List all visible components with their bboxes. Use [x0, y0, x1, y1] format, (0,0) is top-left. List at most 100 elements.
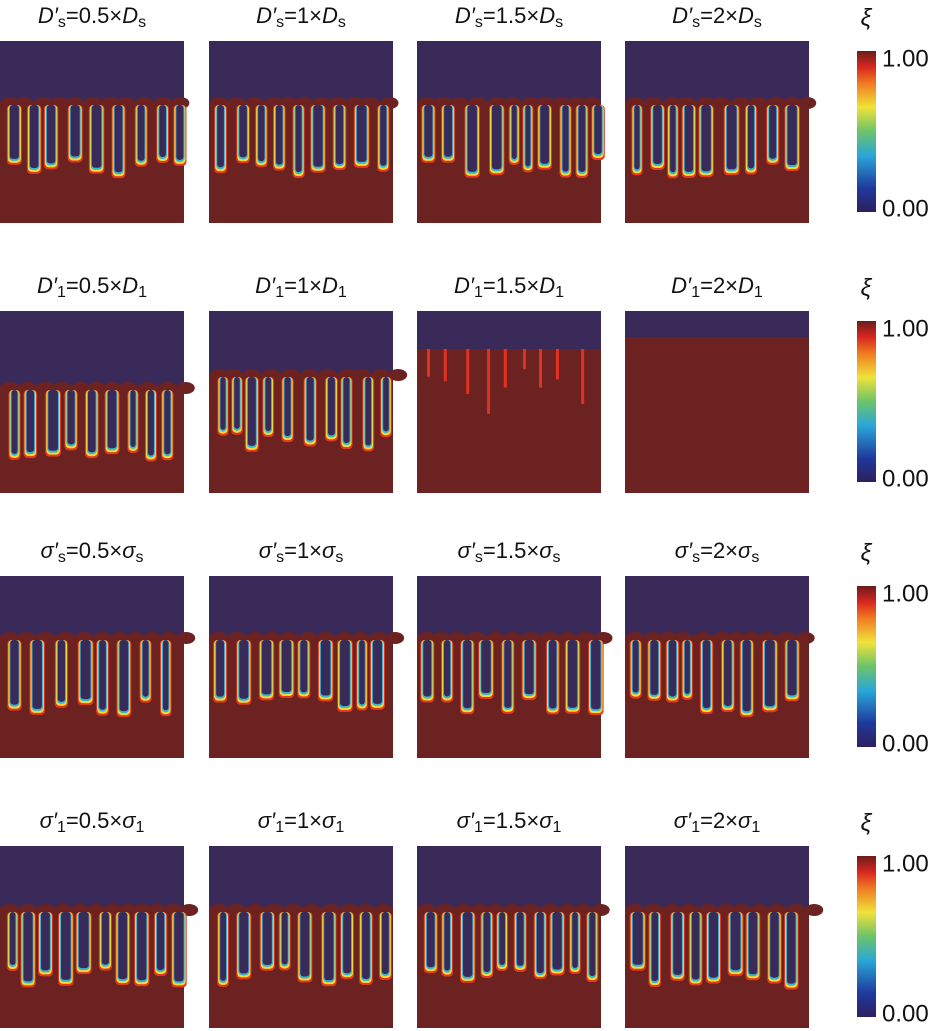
- simulation-panel: [209, 311, 408, 493]
- colorbar-label: ξ: [861, 809, 873, 836]
- liquid-phase: [0, 311, 184, 386]
- thin-finger: [555, 349, 559, 380]
- title-segment: σ: [322, 808, 336, 833]
- title-segment: =1×: [284, 808, 322, 833]
- title-segment: σ′: [40, 808, 58, 833]
- title-segment: s: [135, 549, 143, 566]
- title-segment: 1: [474, 819, 483, 836]
- liquid-phase: [0, 41, 184, 101]
- gap: [684, 640, 690, 694]
- gap: [324, 912, 334, 981]
- thin-finger: [522, 349, 526, 370]
- colorbar-label: ξ: [861, 539, 873, 566]
- gap: [9, 912, 16, 966]
- title-segment: =0.5×: [66, 808, 122, 833]
- title-segment: σ: [539, 808, 553, 833]
- gap: [57, 640, 66, 702]
- simulation-panel: [0, 311, 195, 493]
- gap: [61, 912, 71, 980]
- title-segment: s: [751, 549, 759, 566]
- colorbar-tick-label: 0.00: [882, 1000, 929, 1027]
- gap: [265, 377, 272, 432]
- gap: [313, 105, 323, 167]
- finger-tip: [805, 904, 824, 916]
- title-segment: σ′: [258, 808, 276, 833]
- gap: [632, 640, 639, 693]
- gap: [463, 640, 472, 709]
- liquid-phase: [625, 846, 809, 908]
- gap: [284, 377, 291, 437]
- gap: [147, 390, 154, 456]
- title-segment: σ: [738, 538, 752, 563]
- title-segment: s: [58, 14, 66, 31]
- gap: [673, 912, 682, 975]
- title-segment: s: [475, 549, 483, 566]
- liquid-phase: [625, 311, 809, 337]
- gap: [463, 912, 473, 977]
- gap: [335, 105, 344, 165]
- title-segment: σ: [738, 808, 752, 833]
- colorbar-tick-label: 0.00: [882, 465, 929, 492]
- title-segment: D′: [672, 3, 693, 28]
- thin-finger: [581, 349, 585, 404]
- gap: [32, 640, 42, 709]
- gap: [562, 105, 569, 172]
- title-segment: s: [58, 549, 66, 566]
- gap: [275, 105, 283, 165]
- title-segment: 1: [691, 819, 700, 836]
- title-segment: D′: [455, 3, 476, 28]
- thin-finger: [443, 349, 447, 382]
- title-segment: =1×: [284, 538, 322, 563]
- finger-tip: [389, 369, 408, 381]
- gap: [578, 105, 586, 172]
- gap: [239, 105, 247, 158]
- gap: [365, 377, 372, 446]
- title-segment: =0.5×: [66, 538, 122, 563]
- gap: [343, 377, 350, 444]
- gap: [540, 105, 549, 164]
- gap: [130, 390, 136, 447]
- gap: [708, 912, 719, 978]
- gap: [11, 390, 18, 454]
- colorbar: [857, 856, 876, 1017]
- panel-title: D′s=1×Ds: [256, 3, 346, 31]
- gap: [258, 105, 265, 162]
- title-segment: 1: [138, 284, 147, 301]
- finger-tip: [176, 382, 195, 394]
- simulation-panel: [0, 846, 199, 1028]
- gap: [499, 912, 506, 966]
- gap: [787, 640, 797, 696]
- title-segment: 1: [275, 284, 284, 301]
- title-segment: 1: [691, 284, 700, 301]
- colorbar-tick-label: 1.00: [882, 45, 929, 72]
- panel-title: D′s=0.5×Ds: [38, 3, 146, 31]
- title-segment: D′: [37, 273, 58, 298]
- title-segment: D′: [671, 273, 692, 298]
- gap: [481, 640, 491, 694]
- colorbar-tick-label: 0.00: [882, 195, 929, 222]
- gap: [359, 640, 365, 705]
- gap: [78, 912, 89, 969]
- title-segment: =1×: [284, 3, 322, 28]
- liquid-phase: [417, 311, 601, 349]
- gap: [107, 390, 117, 449]
- gap: [684, 105, 694, 172]
- gap: [159, 105, 166, 158]
- gap: [701, 105, 711, 172]
- gap: [670, 105, 676, 173]
- gap: [444, 105, 453, 157]
- title-segment: D′: [255, 273, 276, 298]
- gap: [634, 105, 640, 170]
- gap: [383, 377, 389, 432]
- gap: [156, 912, 165, 970]
- gap: [524, 640, 534, 695]
- gap: [668, 640, 677, 697]
- gap: [423, 640, 432, 697]
- finger-tip: [246, 904, 265, 916]
- gap: [137, 912, 147, 981]
- colorbar-label: ξ: [861, 274, 873, 301]
- gap: [769, 105, 777, 159]
- finger-tip: [796, 632, 815, 644]
- gap: [511, 105, 517, 159]
- title-segment: σ: [322, 538, 336, 563]
